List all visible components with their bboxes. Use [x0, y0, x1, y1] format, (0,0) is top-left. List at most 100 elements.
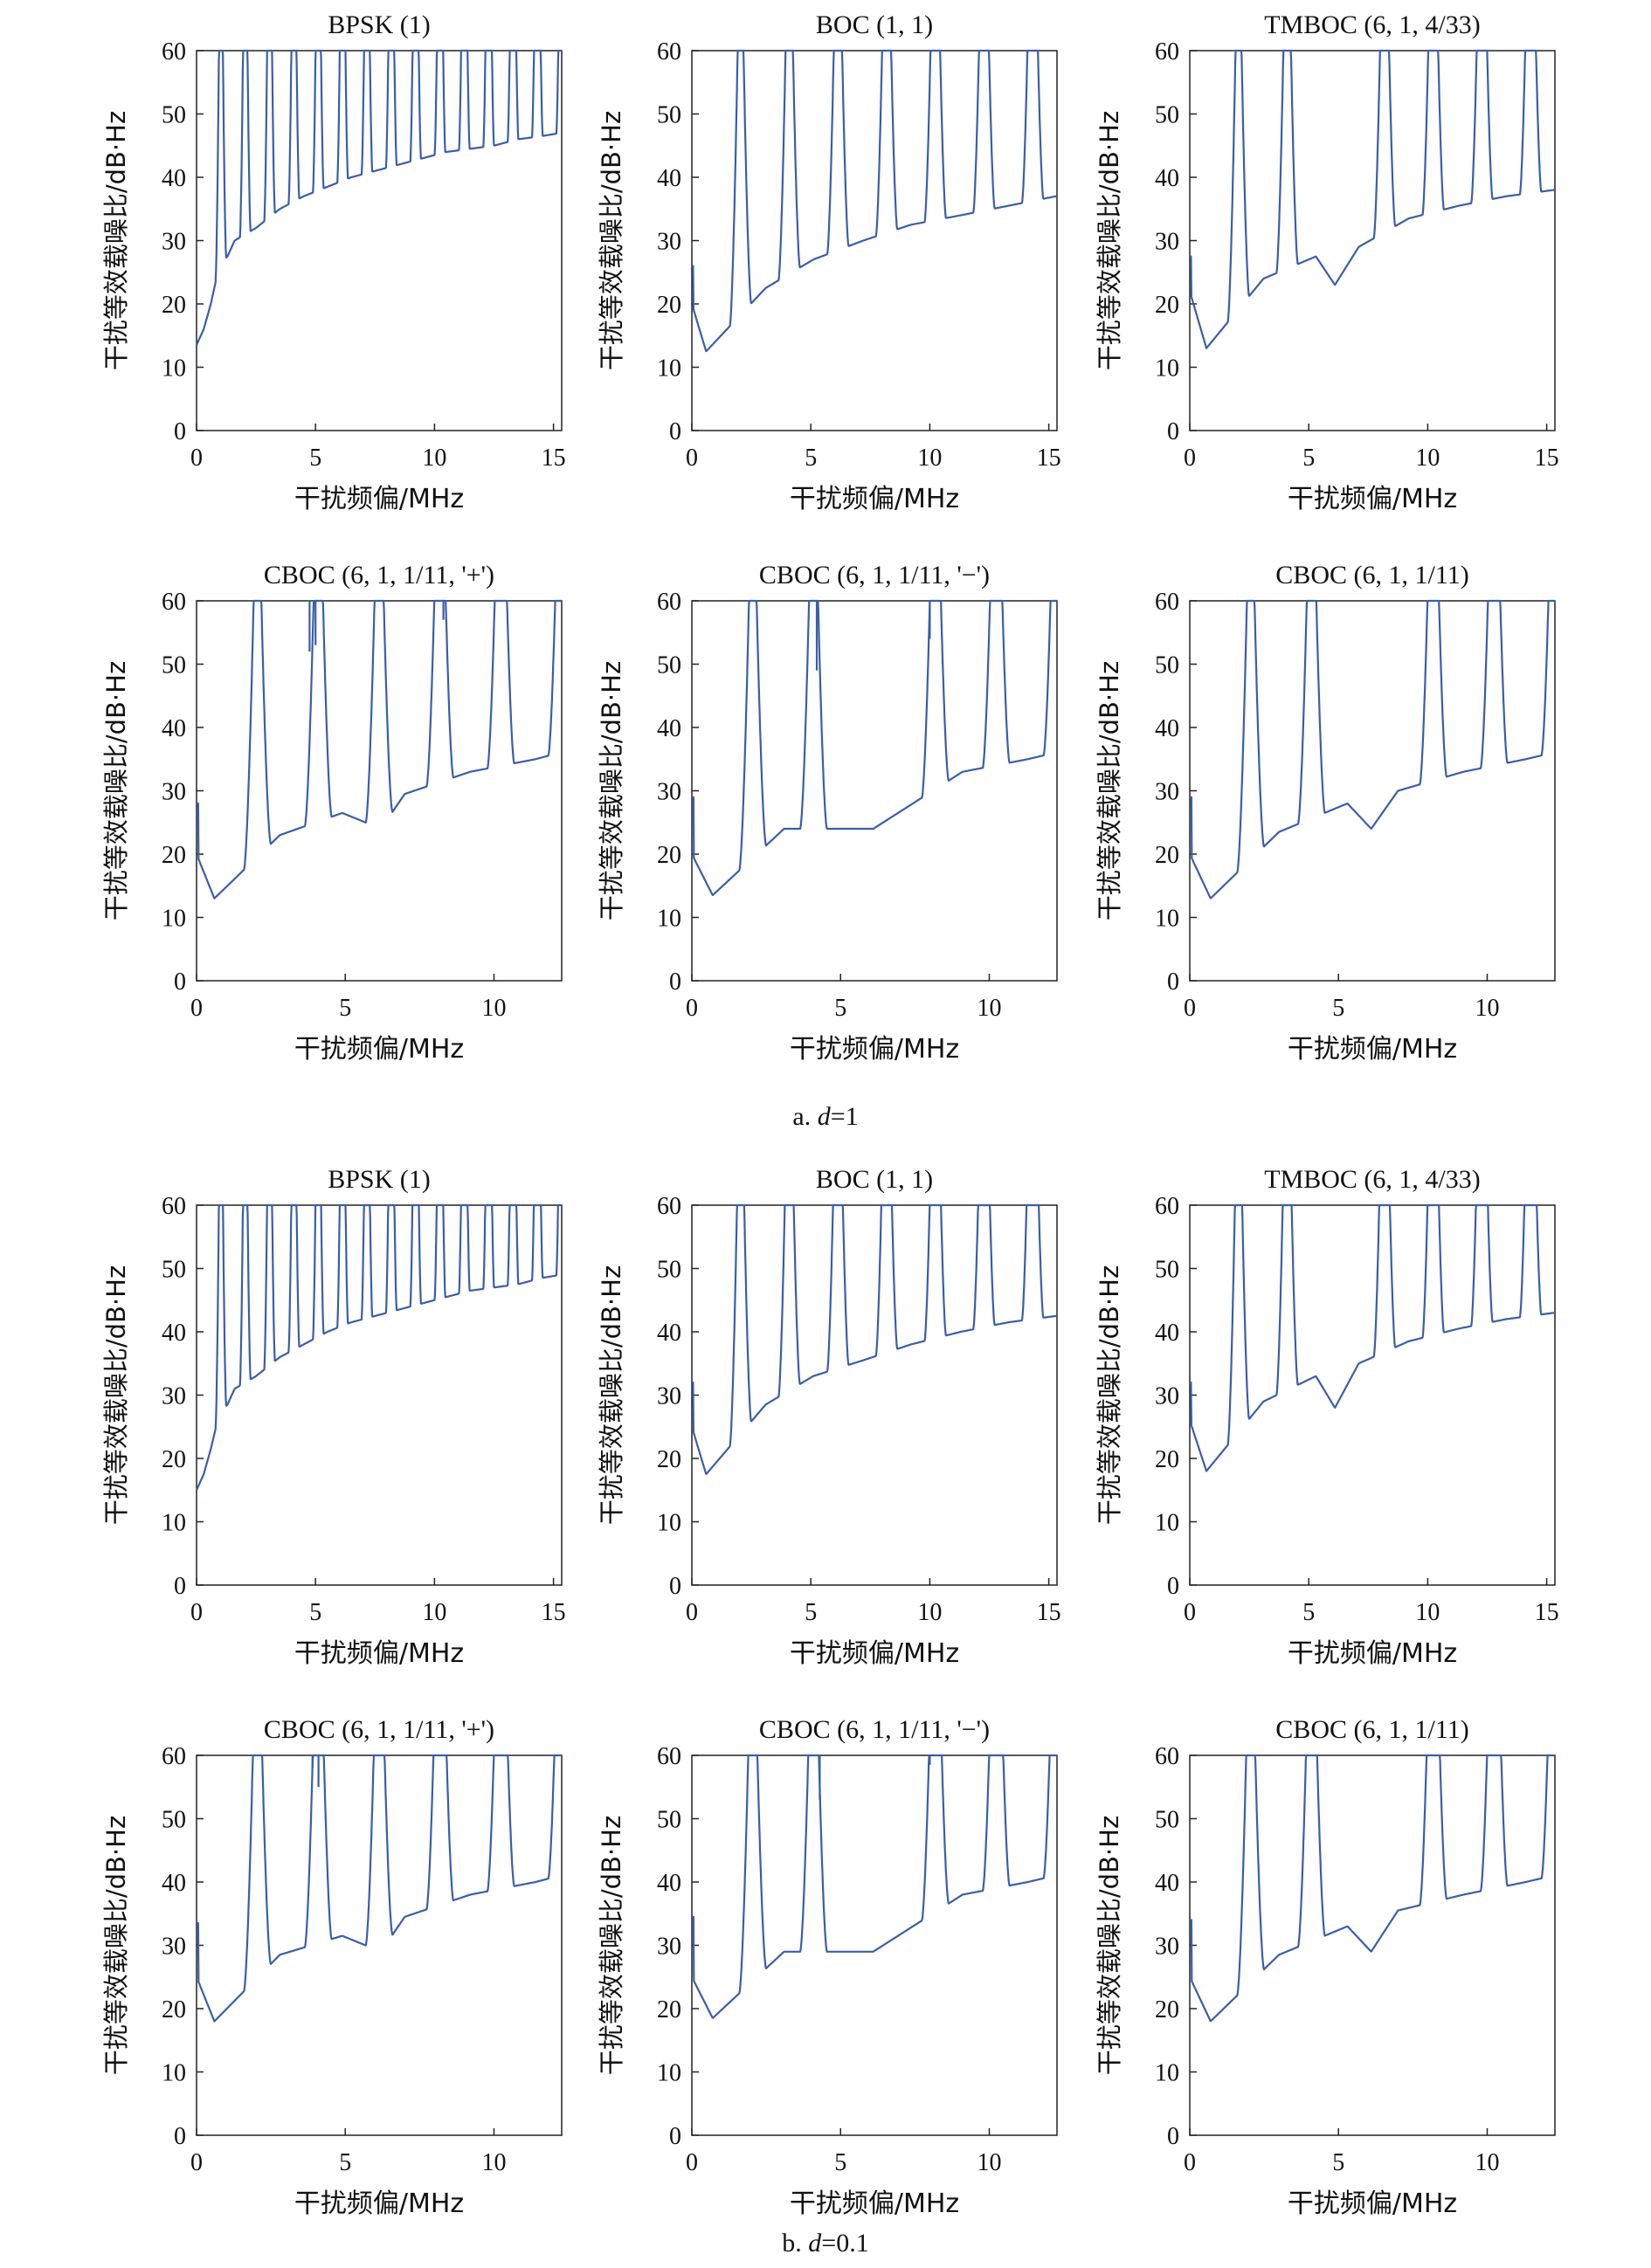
y-tick-label: 0	[669, 2123, 681, 2150]
x-axis-label: 干扰频偏/MHz	[294, 2189, 464, 2219]
caption-b: b. d=0.1	[0, 2229, 1651, 2258]
plot-area	[1189, 600, 1556, 982]
y-tick-label: 50	[657, 1257, 681, 1284]
x-tick-label: 15	[542, 1599, 566, 1626]
y-tick-label: 40	[657, 715, 681, 742]
chart-panel-3: TMBOC (6, 1, 4/33) 0 10 20 30 40 50 60 0 5 10 15 干扰频…	[1095, 10, 1559, 514]
x-tick-label: 0	[1184, 445, 1196, 472]
x-tick-label: 10	[422, 1599, 446, 1626]
x-tick-label: 5	[834, 995, 846, 1022]
x-axis-label: 干扰频偏/MHz	[1288, 484, 1457, 514]
y-tick-label: 10	[162, 1510, 186, 1537]
caption-a-prefix: a.	[792, 1102, 818, 1131]
y-tick-label: 30	[162, 779, 186, 806]
x-tick-label: 0	[686, 445, 698, 472]
chart-title: BOC (1, 1)	[816, 10, 933, 39]
x-axis-label: 干扰频偏/MHz	[294, 484, 464, 514]
x-tick-label: 5	[834, 2149, 846, 2176]
y-tick-label: 10	[657, 1510, 681, 1537]
y-tick-label: 30	[657, 779, 681, 806]
y-tick-label: 20	[1155, 1446, 1179, 1473]
y-tick-label: 10	[657, 355, 681, 383]
series-line	[196, 1754, 563, 2023]
y-tick-label: 30	[162, 229, 186, 256]
x-tick-label: 10	[482, 2149, 507, 2176]
y-axis-label: 干扰等效载噪比/dB·Hz	[597, 1816, 626, 2075]
y-axis-label: 干扰等效载噪比/dB·Hz	[1095, 661, 1124, 920]
y-axis-label: 干扰等效载噪比/dB·Hz	[597, 661, 626, 920]
y-axis-label: 干扰等效载噪比/dB·Hz	[1095, 1265, 1124, 1525]
y-tick-label: 0	[1167, 1573, 1179, 1600]
chart-title: CBOC (6, 1, 1/11, '+')	[264, 1715, 494, 1744]
x-tick-label: 10	[977, 995, 1002, 1022]
chart-title: CBOC (6, 1, 1/11)	[1275, 1715, 1468, 1744]
x-tick-label: 15	[542, 445, 566, 472]
x-tick-label: 5	[1332, 995, 1344, 1022]
series-line	[196, 49, 563, 346]
y-tick-label: 40	[1155, 1320, 1179, 1347]
x-tick-label: 10	[422, 445, 446, 472]
series-line	[1189, 1203, 1556, 1472]
y-tick-label: 60	[657, 38, 681, 65]
y-tick-label: 30	[657, 1383, 681, 1410]
caption-b-prefix: b.	[782, 2229, 809, 2258]
y-tick-label: 10	[1155, 2060, 1179, 2087]
x-axis-label: 干扰频偏/MHz	[790, 1638, 959, 1669]
y-tick-label: 60	[657, 589, 681, 616]
y-tick-label: 60	[162, 38, 186, 65]
series-line	[691, 1203, 1058, 1475]
x-tick-label: 10	[917, 1599, 942, 1626]
y-tick-label: 20	[162, 1996, 186, 2023]
y-tick-label: 20	[1155, 1996, 1179, 2023]
y-tick-label: 0	[174, 1573, 186, 1600]
y-tick-label: 50	[1155, 1807, 1179, 1834]
y-tick-label: 40	[657, 165, 681, 192]
y-tick-label: 10	[1155, 906, 1179, 933]
series-line	[1189, 1754, 1556, 2023]
y-tick-label: 40	[1155, 715, 1179, 742]
x-axis-label: 干扰频偏/MHz	[790, 2189, 959, 2219]
plot-area	[1189, 1204, 1556, 1586]
x-tick-label: 10	[1475, 995, 1500, 1022]
x-tick-label: 0	[1184, 995, 1196, 1022]
series-line	[196, 599, 563, 900]
x-tick-label: 5	[309, 1599, 321, 1626]
x-tick-label: 5	[1332, 2149, 1344, 2176]
y-tick-label: 50	[162, 1257, 186, 1284]
plot-area	[196, 50, 563, 431]
chart-title: CBOC (6, 1, 1/11, '−')	[759, 1715, 990, 1744]
y-tick-label: 20	[657, 842, 681, 869]
series-line	[1189, 49, 1556, 349]
caption-a-suffix: =1	[830, 1102, 859, 1131]
plot-area	[196, 1204, 563, 1586]
y-axis-label: 干扰等效载噪比/dB·Hz	[101, 1265, 131, 1525]
x-axis-label: 干扰频偏/MHz	[790, 1034, 959, 1065]
y-tick-label: 30	[1155, 1383, 1179, 1410]
y-tick-label: 10	[1155, 355, 1179, 383]
x-tick-label: 5	[805, 1599, 817, 1626]
x-tick-label: 0	[190, 1599, 203, 1626]
y-tick-label: 0	[1167, 969, 1179, 996]
x-tick-label: 5	[1302, 1599, 1315, 1626]
y-axis-label: 干扰等效载噪比/dB·Hz	[1095, 111, 1124, 370]
y-tick-label: 0	[669, 969, 681, 996]
x-tick-label: 0	[686, 1599, 698, 1626]
x-tick-label: 15	[1037, 445, 1061, 472]
x-tick-label: 0	[1184, 1599, 1196, 1626]
y-tick-label: 30	[657, 1934, 681, 1961]
y-tick-label: 10	[162, 906, 186, 933]
y-tick-label: 20	[657, 1446, 681, 1473]
y-tick-label: 20	[162, 1446, 186, 1473]
y-tick-label: 10	[657, 2060, 681, 2087]
x-tick-label: 10	[482, 995, 507, 1022]
x-tick-label: 10	[917, 445, 942, 472]
y-axis-label: 干扰等效载噪比/dB·Hz	[101, 661, 131, 920]
y-tick-label: 20	[657, 1996, 681, 2023]
x-tick-label: 10	[1475, 2149, 1500, 2176]
caption-b-var: d	[808, 2229, 822, 2258]
x-tick-label: 0	[686, 2149, 698, 2176]
y-tick-label: 40	[162, 1870, 186, 1897]
chart-panel-12: CBOC (6, 1, 1/11) 0 10 20 30 40 50 60 0 5 10 干扰频偏/M…	[1095, 1715, 1556, 2219]
y-tick-label: 10	[162, 355, 186, 383]
y-tick-label: 60	[657, 1743, 681, 1770]
